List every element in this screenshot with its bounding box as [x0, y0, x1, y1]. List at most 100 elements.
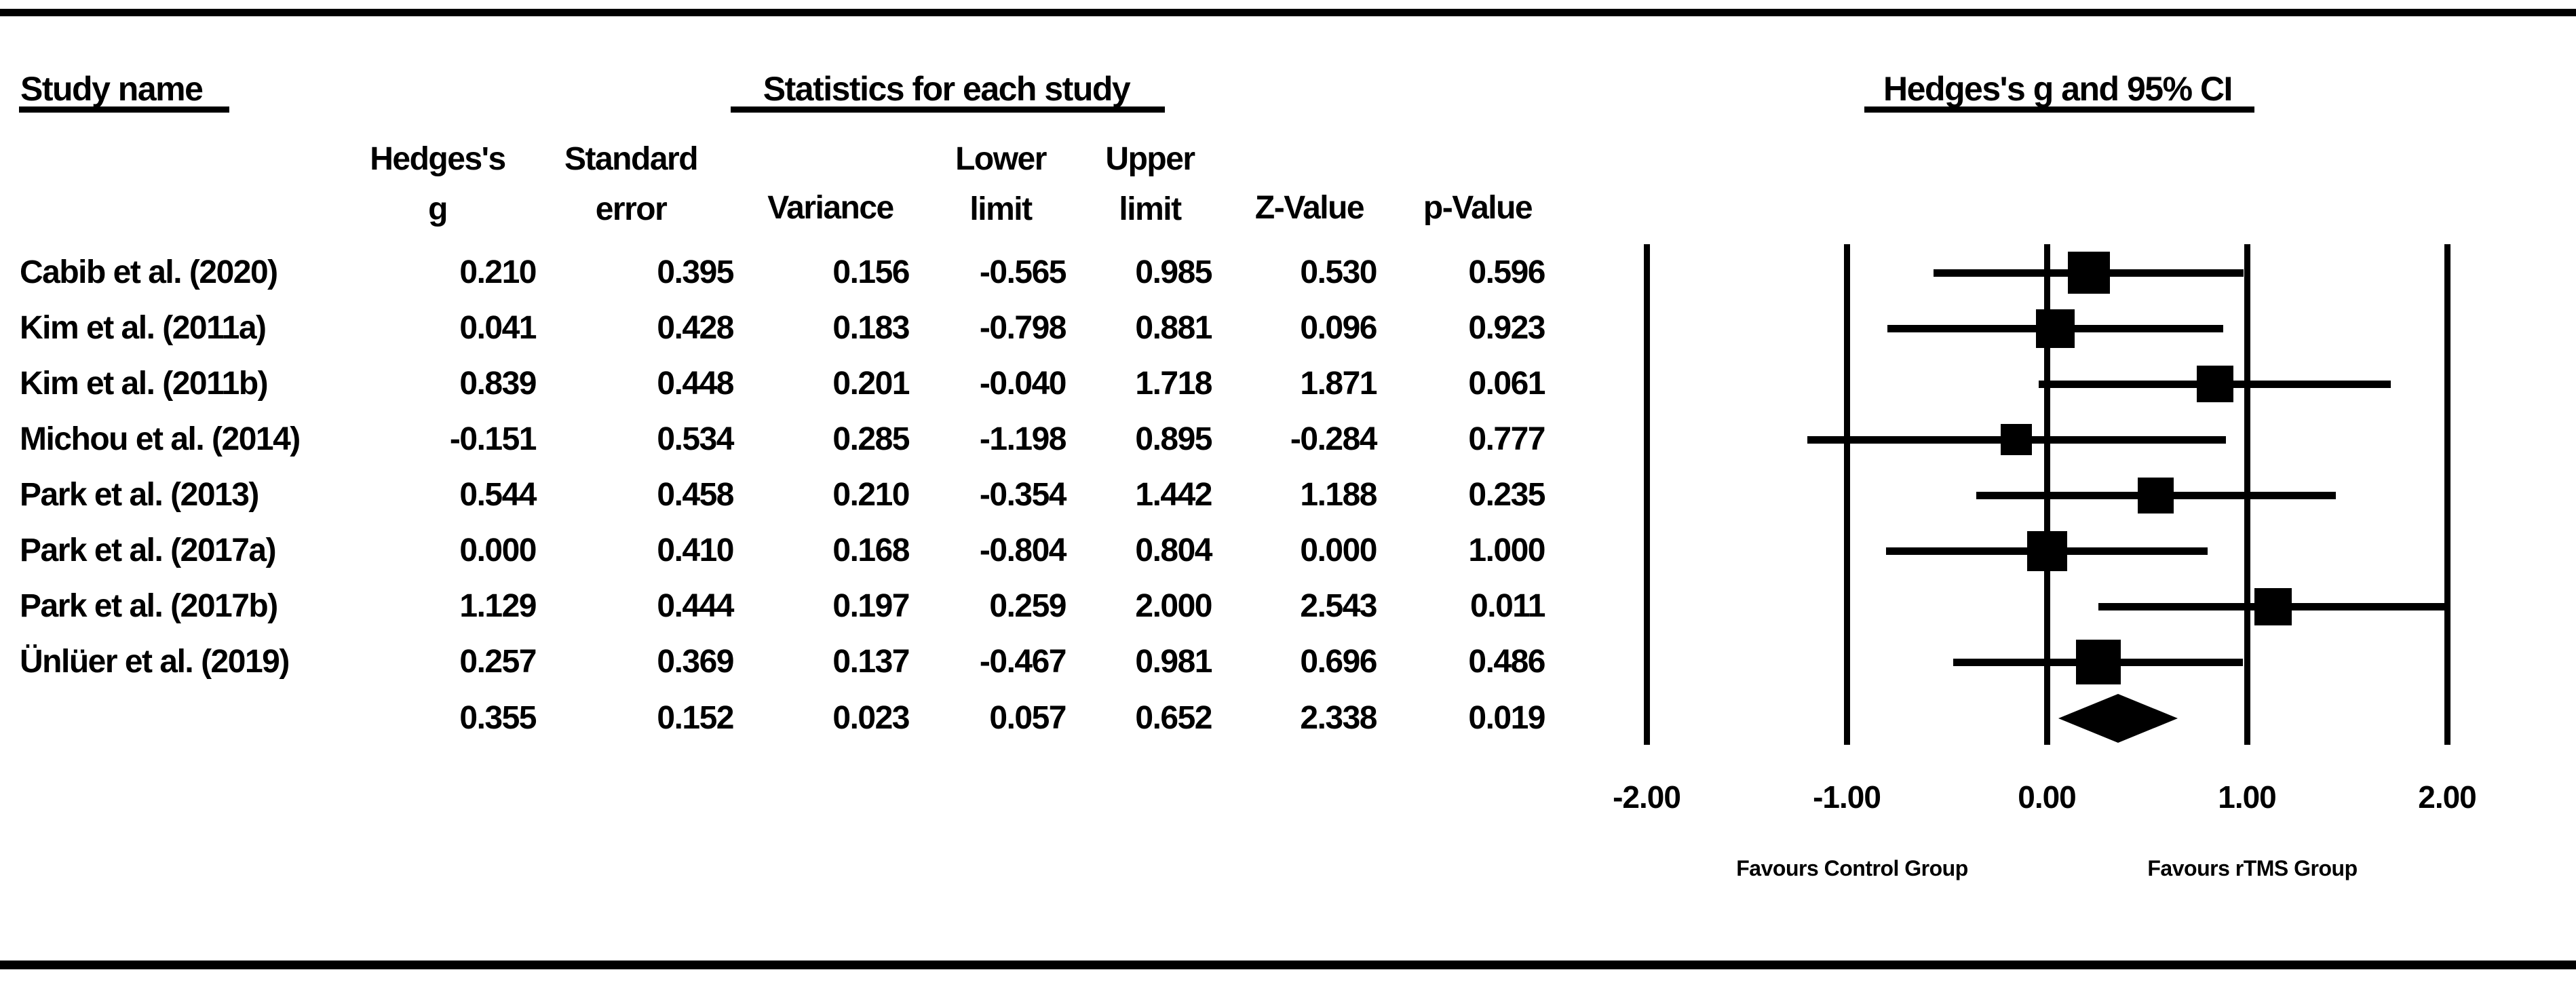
study-name-title: Study name [20, 70, 204, 108]
summary-diamond [2058, 694, 2178, 743]
study-name-cell: Ünlüer et al. (2019) [20, 644, 290, 680]
effect-size-marker [2027, 531, 2067, 571]
stat-cell-upper: 0.804 [1135, 532, 1212, 568]
axis-tick-label: -2.00 [1613, 779, 1681, 815]
stat-cell-lower: 0.259 [989, 588, 1066, 624]
stat-cell-lower: -0.804 [979, 532, 1067, 568]
statistics-underline [731, 106, 1165, 113]
stat-cell-se: 0.458 [657, 477, 734, 513]
summary-cell-lower: 0.057 [989, 700, 1066, 736]
stat-cell-se: 0.444 [657, 588, 734, 624]
axis-tick-label: 2.00 [2418, 779, 2477, 815]
column-header-g: Hedges's g [370, 141, 506, 227]
stat-cell-lower: -1.198 [979, 421, 1067, 457]
stat-cell-variance: 0.137 [832, 644, 910, 680]
stat-cell-g: 1.129 [459, 588, 537, 624]
stat-cell-g: 0.210 [459, 254, 537, 290]
column-header-lower: Lower limit [955, 141, 1047, 227]
summary-cell-g: 0.355 [459, 700, 537, 736]
stat-cell-se: 0.534 [657, 421, 734, 457]
summary-cell-variance: 0.023 [832, 700, 910, 736]
column-header-p: p-Value [1423, 190, 1533, 226]
column-header-variance: Variance [767, 190, 894, 226]
stat-cell-upper: 1.718 [1135, 366, 1212, 402]
summary-cell-se: 0.152 [657, 700, 734, 736]
axis-gridline [1844, 244, 1850, 745]
effect-size-marker [2001, 424, 2032, 455]
column-header-upper: Upper limit [1105, 141, 1195, 227]
stat-cell-upper: 0.985 [1135, 254, 1212, 290]
axis-tick-label: 0.00 [2018, 779, 2077, 815]
stat-cell-lower: -0.354 [979, 477, 1067, 513]
axis-tick-label: -1.00 [1813, 779, 1881, 815]
stat-cell-lower: -0.467 [979, 644, 1067, 680]
stat-cell-z: 0.000 [1300, 532, 1377, 568]
effect-size-marker [2068, 252, 2110, 294]
stat-cell-p: 0.061 [1468, 366, 1545, 402]
favours-right-label: Favours rTMS Group [2147, 856, 2358, 880]
axis-tick-label: 1.00 [2218, 779, 2277, 815]
study-name-cell: Michou et al. (2014) [20, 421, 301, 457]
stat-cell-p: 1.000 [1468, 532, 1545, 568]
stat-cell-z: 2.543 [1300, 588, 1377, 624]
study-name-cell: Kim et al. (2011a) [20, 310, 267, 346]
stat-cell-z: 0.696 [1300, 644, 1377, 680]
stat-cell-z: 1.188 [1300, 477, 1377, 513]
ci-title: Hedges's g and 95% CI [1883, 70, 2233, 108]
statistics-title: Statistics for each study [763, 70, 1131, 108]
stat-cell-g: 0.000 [459, 532, 537, 568]
stat-cell-z: 0.096 [1300, 310, 1377, 346]
stat-cell-p: 0.596 [1468, 254, 1545, 290]
study-name-cell: Kim et al. (2011b) [20, 366, 269, 402]
summary-cell-p: 0.019 [1468, 700, 1545, 736]
study-name-cell: Cabib et al. (2020) [20, 254, 278, 290]
study-name-cell: Park et al. (2017a) [20, 532, 277, 568]
stat-cell-p: 0.777 [1468, 421, 1545, 457]
stat-cell-p: 0.235 [1468, 477, 1545, 513]
stat-cell-lower: -0.040 [979, 366, 1067, 402]
stat-cell-se: 0.428 [657, 310, 734, 346]
effect-size-marker [2254, 588, 2292, 625]
stat-cell-variance: 0.210 [832, 477, 910, 513]
stat-cell-variance: 0.285 [832, 421, 910, 457]
effect-size-marker [2076, 640, 2121, 684]
bottom-rule [0, 961, 2576, 969]
column-header-z: Z-Value [1254, 190, 1365, 226]
stat-cell-se: 0.448 [657, 366, 734, 402]
effect-size-marker [2197, 366, 2233, 402]
stat-cell-se: 0.369 [657, 644, 734, 680]
column-header-se: Standard error [564, 141, 699, 227]
stat-cell-p: 0.011 [1470, 588, 1545, 624]
axis-gridline [2444, 244, 2450, 745]
ci-title-underline [1864, 106, 2254, 113]
stat-cell-z: 1.871 [1300, 366, 1377, 402]
stat-cell-se: 0.410 [657, 532, 734, 568]
stat-cell-lower: -0.798 [979, 310, 1067, 346]
stat-cell-g: 0.041 [459, 310, 537, 346]
study-name-cell: Park et al. (2017b) [20, 588, 278, 624]
stat-cell-p: 0.486 [1468, 644, 1545, 680]
favours-left-label: Favours Control Group [1736, 856, 1968, 880]
stat-cell-variance: 0.183 [832, 310, 910, 346]
stat-cell-variance: 0.197 [832, 588, 910, 624]
effect-size-marker [2036, 309, 2075, 348]
stat-cell-z: -0.284 [1290, 421, 1378, 457]
stat-cell-z: 0.530 [1300, 254, 1377, 290]
stat-cell-variance: 0.201 [832, 366, 910, 402]
study-name-underline [19, 106, 229, 113]
top-rule [0, 9, 2576, 16]
stat-cell-upper: 0.981 [1135, 644, 1212, 680]
stat-cell-g: 0.839 [459, 366, 537, 402]
stat-cell-variance: 0.168 [832, 532, 910, 568]
stat-cell-g: 0.544 [459, 477, 537, 513]
stat-cell-g: 0.257 [459, 644, 537, 680]
stat-cell-upper: 2.000 [1135, 588, 1212, 624]
axis-gridline [1644, 244, 1650, 745]
summary-cell-upper: 0.652 [1135, 700, 1212, 736]
stat-cell-upper: 0.895 [1135, 421, 1212, 457]
summary-cell-z: 2.338 [1300, 700, 1377, 736]
study-name-cell: Park et al. (2013) [20, 477, 259, 513]
stat-cell-upper: 0.881 [1135, 310, 1212, 346]
effect-size-marker [2138, 478, 2174, 513]
